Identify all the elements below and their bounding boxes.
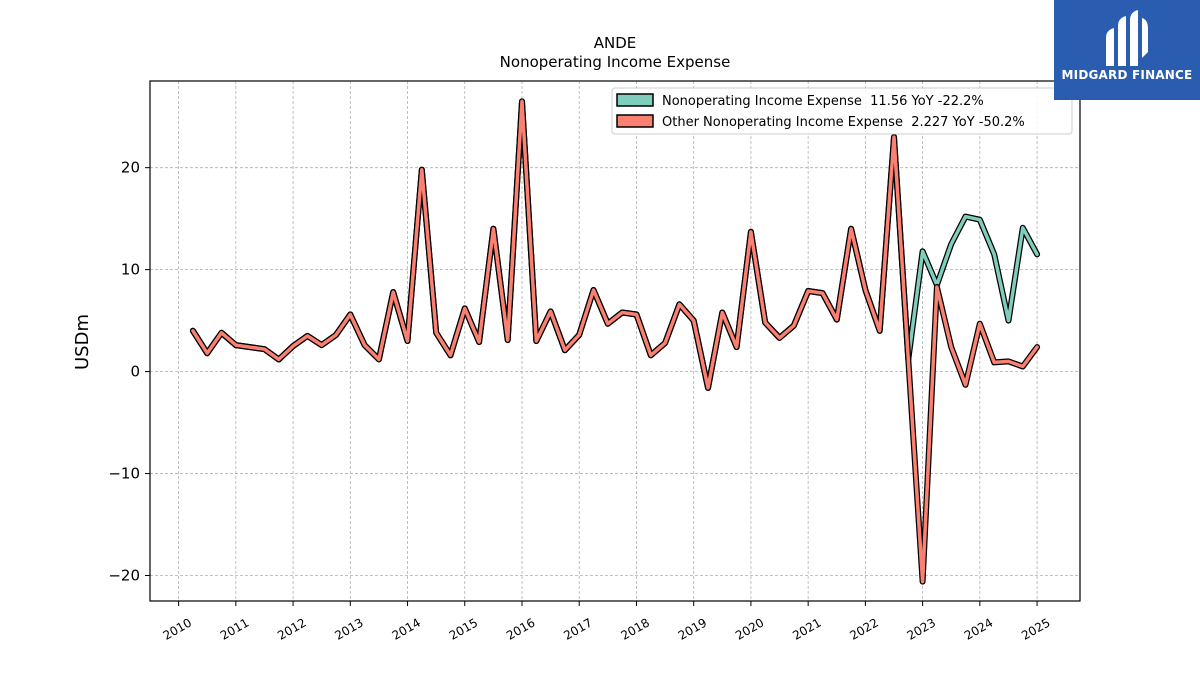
series-lines: [189, 98, 1041, 585]
x-tick-label: 2023: [905, 615, 938, 642]
plot-frame: [149, 80, 1081, 602]
legend-swatch-other: [616, 114, 654, 128]
series-line-other-nonoperating: [191, 99, 1039, 584]
chart-subtitle: Nonoperating Income Expense: [500, 53, 731, 71]
y-tick-label: 20: [121, 159, 140, 177]
legend-box: [611, 87, 1073, 135]
x-tick-label: 2010: [161, 615, 194, 642]
y-axis-label: USDm: [72, 314, 93, 370]
x-tick-label: 2019: [676, 615, 709, 642]
logo-text: MIDGARD FINANCE: [1061, 68, 1193, 82]
y-tick-label: 10: [121, 261, 140, 279]
x-tick-label: 2018: [619, 615, 652, 642]
brand-logo: MIDGARD FINANCE: [1054, 0, 1200, 100]
x-tick-label: 2013: [332, 615, 365, 642]
legend-swatch-nonoperating: [616, 93, 654, 107]
x-tick-label: 2024: [962, 615, 995, 642]
x-tick-label: 2011: [218, 615, 251, 642]
x-tick-label: 2012: [275, 615, 308, 642]
x-tick-label: 2017: [561, 615, 594, 642]
x-tick-label: 2021: [790, 615, 823, 642]
legend: Nonoperating Income Expense 11.56 YoY -2…: [611, 87, 1073, 135]
legend-label-nonoperating: Nonoperating Income Expense 11.56 YoY -2…: [662, 94, 984, 109]
x-tick-label: 2022: [847, 615, 880, 642]
x-tick-label: 2020: [733, 615, 766, 642]
x-tick-label: 2025: [1019, 615, 1052, 642]
y-tick-label: 0: [130, 363, 140, 381]
x-tick-label: 2015: [447, 615, 480, 642]
chart-title: ANDE: [594, 34, 637, 52]
y-tick-label: −10: [108, 465, 140, 483]
x-tick-label: 2016: [504, 615, 537, 642]
x-tick-label: 2014: [390, 615, 423, 642]
grid: [150, 81, 1080, 601]
y-tick-label: −20: [108, 567, 140, 585]
legend-label-other: Other Nonoperating Income Expense 2.227 …: [662, 115, 1025, 130]
midgard-logo-icon: [1106, 10, 1148, 66]
